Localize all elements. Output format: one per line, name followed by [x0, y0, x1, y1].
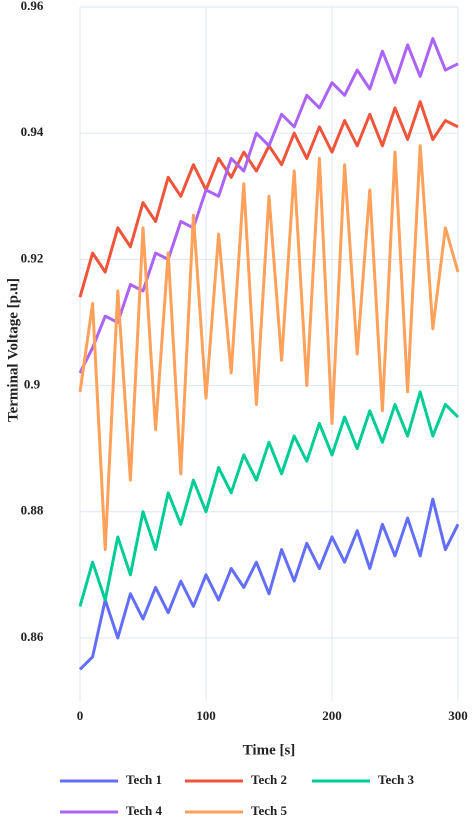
legend-label: Tech 3 — [378, 772, 414, 787]
series-line — [78, 144, 460, 552]
y-tick-label: 0.86 — [21, 629, 44, 644]
y-tick-label: 0.96 — [21, 0, 44, 13]
y-tick-label: 0.94 — [21, 124, 44, 139]
legend-label: Tech 2 — [251, 772, 287, 787]
x-tick-label: 100 — [196, 708, 216, 723]
y-tick-label: 0.92 — [21, 250, 44, 265]
legend-label: Tech 4 — [126, 803, 162, 818]
y-tick-label: 0.9 — [24, 377, 41, 392]
series-line — [78, 37, 459, 374]
x-axis-title: Time [s] — [243, 742, 296, 758]
x-tick-label: 300 — [448, 708, 468, 723]
series-line — [78, 497, 460, 671]
legend-label: Tech 5 — [251, 803, 287, 818]
y-tick-label: 0.88 — [21, 503, 44, 518]
x-tick-label: 0 — [77, 708, 84, 723]
x-tick-label: 200 — [322, 708, 342, 723]
legend-label: Tech 1 — [126, 772, 162, 787]
series-line — [78, 390, 460, 607]
y-axis-title: Terminal Voltage [p.u] — [5, 278, 21, 422]
